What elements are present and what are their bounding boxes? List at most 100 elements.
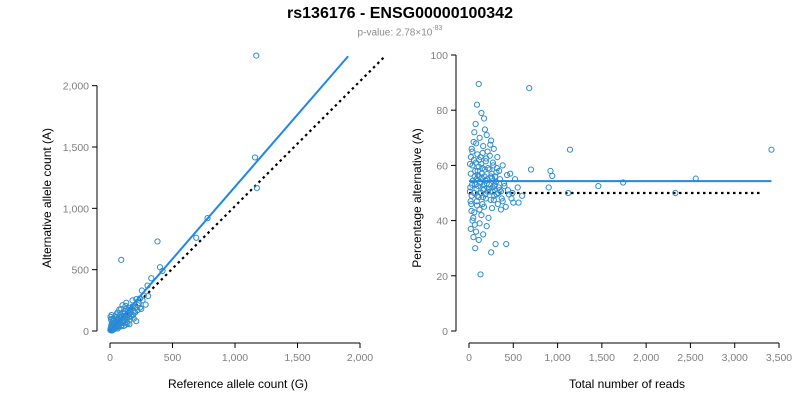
x-tick-label: 1,000 — [544, 352, 570, 364]
data-point — [489, 159, 497, 166]
data-point — [466, 188, 473, 195]
data-point — [479, 149, 486, 157]
data-point — [476, 206, 483, 213]
y-tick-label: 80 — [436, 105, 448, 117]
x-tick-label: 3,000 — [722, 352, 748, 364]
data-point — [475, 236, 482, 244]
data-point — [494, 154, 501, 161]
data-point — [118, 256, 125, 263]
data-point — [672, 189, 679, 197]
data-point — [490, 196, 497, 203]
y-tick-label: 60 — [436, 160, 448, 172]
data-point — [501, 183, 508, 190]
data-point — [116, 306, 123, 313]
data-point — [481, 126, 489, 133]
y-tick-label: 1,500 — [63, 142, 89, 154]
data-point — [470, 214, 477, 221]
data-point — [768, 146, 775, 153]
x-tick-label: 0 — [107, 352, 113, 364]
y-tick-label: 500 — [71, 265, 89, 277]
reference-line — [109, 55, 386, 332]
data-point — [595, 183, 602, 190]
data-point — [483, 131, 490, 139]
data-point — [488, 137, 495, 144]
data-point — [545, 184, 552, 191]
x-tick-label: 2,500 — [677, 352, 703, 364]
data-point — [474, 167, 481, 175]
data-point — [253, 52, 260, 59]
data-point — [483, 223, 490, 230]
data-point — [565, 189, 572, 197]
data-point — [498, 195, 505, 202]
data-point — [484, 165, 492, 172]
y-tick-label: 1,000 — [63, 203, 89, 215]
p-value-exponent: -83 — [432, 25, 443, 32]
data-point — [472, 245, 479, 252]
data-point — [111, 313, 119, 320]
data-point — [496, 187, 503, 194]
data-point — [499, 162, 506, 169]
data-point — [507, 170, 514, 177]
data-point — [480, 231, 487, 238]
p-value-text: p-value: 2.78×10 — [357, 27, 433, 39]
x-tick-label: 1,000 — [222, 352, 248, 364]
data-point — [154, 238, 161, 245]
data-point — [139, 297, 146, 304]
data-point — [494, 200, 501, 208]
percentage-alternative-scatter: 0 500 1,000 1,500 2,000 2,500 3,000 3,500 0 20 40 6… — [410, 50, 792, 391]
x-tick-label: 2,000 — [633, 352, 659, 364]
x-tick-label: 500 — [505, 352, 523, 364]
data-point — [491, 183, 498, 190]
data-point — [488, 205, 496, 212]
x-tick-label: 3,500 — [766, 352, 792, 364]
data-point — [499, 198, 506, 205]
data-point — [620, 179, 627, 186]
data-point — [493, 191, 500, 198]
data-point — [479, 194, 487, 201]
data-point — [467, 198, 474, 205]
data-point — [468, 145, 475, 152]
data-point — [107, 316, 115, 323]
data-point — [132, 304, 139, 311]
data-point — [126, 321, 133, 328]
page-title: rs136176 - ENSG00000100342 — [287, 5, 513, 22]
data-point — [466, 160, 474, 168]
data-point — [503, 171, 511, 179]
y-axis-title: Alternative allele count (A) — [40, 128, 54, 268]
data-point — [474, 192, 481, 199]
data-point — [138, 305, 145, 313]
data-point — [480, 115, 488, 122]
data-point — [133, 318, 140, 325]
data-point — [527, 166, 535, 173]
data-point — [470, 138, 477, 146]
data-point — [492, 173, 499, 180]
data-point — [519, 192, 526, 199]
data-point — [496, 167, 503, 175]
data-point — [473, 101, 481, 108]
data-point — [129, 297, 136, 304]
y-tick-label: 0 — [83, 326, 89, 338]
data-point — [490, 145, 497, 152]
data-point — [253, 184, 260, 192]
data-point — [119, 319, 126, 327]
data-point — [204, 215, 211, 222]
data-point — [123, 314, 130, 321]
y-tick-label: 2,000 — [63, 81, 89, 93]
data-point — [193, 234, 200, 241]
data-point — [485, 214, 492, 221]
data-point — [148, 275, 155, 282]
data-point — [487, 141, 494, 148]
data-point — [159, 267, 166, 274]
data-point — [504, 187, 512, 194]
allele-count-scatter: 0 500 1,000 1,500 2,000 0 500 1,000 1,500 2,000 Re… — [40, 52, 386, 391]
data-point — [515, 199, 522, 206]
data-point — [549, 172, 556, 179]
y-tick-label: 100 — [430, 50, 448, 62]
data-point — [497, 206, 504, 213]
data-point — [477, 271, 484, 278]
data-point — [486, 152, 493, 159]
data-point — [492, 240, 499, 248]
y-axis-title: Percentage alternative (A) — [410, 128, 424, 267]
data-point — [481, 166, 488, 173]
